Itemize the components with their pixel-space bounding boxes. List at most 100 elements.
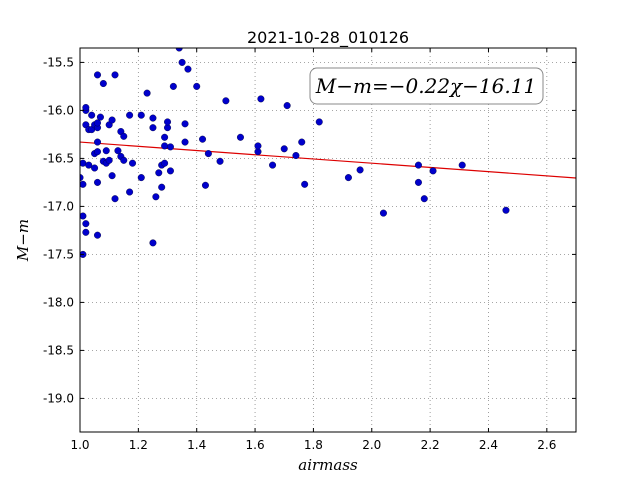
y-tick-label: -19.0: [43, 391, 74, 405]
data-point: [344, 174, 352, 182]
x-tick-label: 2.4: [479, 438, 498, 452]
data-point: [82, 220, 90, 228]
data-point: [236, 133, 244, 141]
data-point: [155, 169, 163, 177]
data-point: [137, 111, 145, 119]
data-point: [280, 145, 288, 153]
data-point: [149, 124, 157, 132]
data-point: [105, 156, 113, 164]
x-tick-label: 1.6: [246, 438, 265, 452]
y-tick-label: -18.0: [43, 295, 74, 309]
data-point: [414, 178, 422, 186]
data-point: [269, 161, 277, 169]
data-point: [158, 183, 166, 191]
data-point: [379, 209, 387, 217]
data-point: [111, 71, 119, 79]
data-point: [120, 156, 128, 164]
data-point: [80, 159, 87, 167]
y-tick-label: -15.5: [43, 55, 74, 69]
data-point: [80, 174, 84, 182]
data-point: [114, 147, 122, 155]
data-point: [193, 82, 201, 90]
data-point: [298, 138, 306, 146]
data-point: [94, 148, 102, 156]
chart-title: 2021-10-28_010126: [247, 28, 409, 48]
x-axis-label: airmass: [298, 456, 358, 474]
data-points: [80, 48, 510, 258]
data-point: [137, 174, 145, 182]
data-point: [152, 193, 160, 201]
data-point: [120, 132, 128, 140]
data-point: [111, 195, 119, 203]
data-point: [88, 111, 96, 119]
x-tick-label: 2.2: [421, 438, 440, 452]
data-point: [222, 97, 230, 105]
data-point: [356, 166, 364, 174]
data-point: [420, 195, 428, 203]
data-point: [94, 178, 102, 186]
data-point: [149, 239, 157, 247]
data-point: [301, 180, 309, 188]
data-point: [126, 188, 134, 196]
data-point: [94, 231, 102, 239]
data-point: [99, 80, 107, 88]
data-point: [143, 89, 151, 97]
y-axis-label: M−m: [14, 219, 32, 262]
data-point: [292, 152, 300, 160]
data-point: [161, 159, 169, 167]
data-point: [82, 104, 90, 112]
data-point: [166, 167, 174, 175]
data-point: [94, 119, 102, 127]
data-point: [129, 159, 137, 167]
data-point: [458, 161, 466, 169]
y-tick-label: -17.5: [43, 247, 74, 261]
data-point: [429, 167, 437, 175]
data-point: [96, 113, 104, 121]
annotation-box: [309, 67, 544, 105]
fit-line-group: [80, 141, 576, 179]
y-tick-label: -17.0: [43, 199, 74, 213]
data-point: [169, 82, 177, 90]
data-point: [85, 161, 93, 169]
data-point: [80, 180, 87, 188]
data-point: [94, 71, 102, 79]
data-point: [181, 120, 189, 128]
grid: [79, 48, 576, 432]
data-point: [82, 228, 90, 236]
data-point: [161, 142, 169, 150]
data-point: [254, 142, 262, 150]
data-point: [178, 58, 186, 66]
x-tick-label: 1.4: [187, 438, 206, 452]
data-point: [502, 206, 510, 214]
data-point: [80, 212, 87, 220]
fit-line: [80, 141, 576, 179]
data-point: [184, 65, 192, 73]
plot-frame: [79, 47, 577, 433]
data-point: [108, 172, 116, 180]
x-tick-label: 1.2: [129, 438, 148, 452]
data-point: [199, 135, 207, 143]
data-point: [164, 118, 172, 126]
data-point: [166, 143, 174, 151]
fit-annotation: M−m=−0.22χ−16.11: [309, 67, 544, 105]
data-point: [102, 147, 110, 155]
y-tick-label: -16.0: [43, 103, 74, 117]
data-point: [91, 164, 99, 172]
data-point: [126, 111, 134, 119]
data-point: [216, 157, 224, 165]
x-tick-label: 1.0: [70, 438, 89, 452]
x-tick-label: 1.8: [304, 438, 323, 452]
y-tick-label: -18.5: [43, 343, 74, 357]
data-point: [201, 181, 209, 189]
axis-ticks: 1.0 1.2 1.4 1.6 1.8 2.0 2.2 2.4 2.6 -15.5 -16.0 -16…: [43, 48, 576, 452]
data-point: [315, 118, 323, 126]
data-point: [149, 114, 157, 122]
data-point: [181, 138, 189, 146]
x-tick-label: 2.0: [362, 438, 381, 452]
y-tick-label: -16.5: [43, 151, 74, 165]
data-point: [414, 161, 422, 169]
data-point: [161, 133, 169, 141]
x-tick-label: 2.6: [537, 438, 556, 452]
data-point: [108, 116, 116, 124]
